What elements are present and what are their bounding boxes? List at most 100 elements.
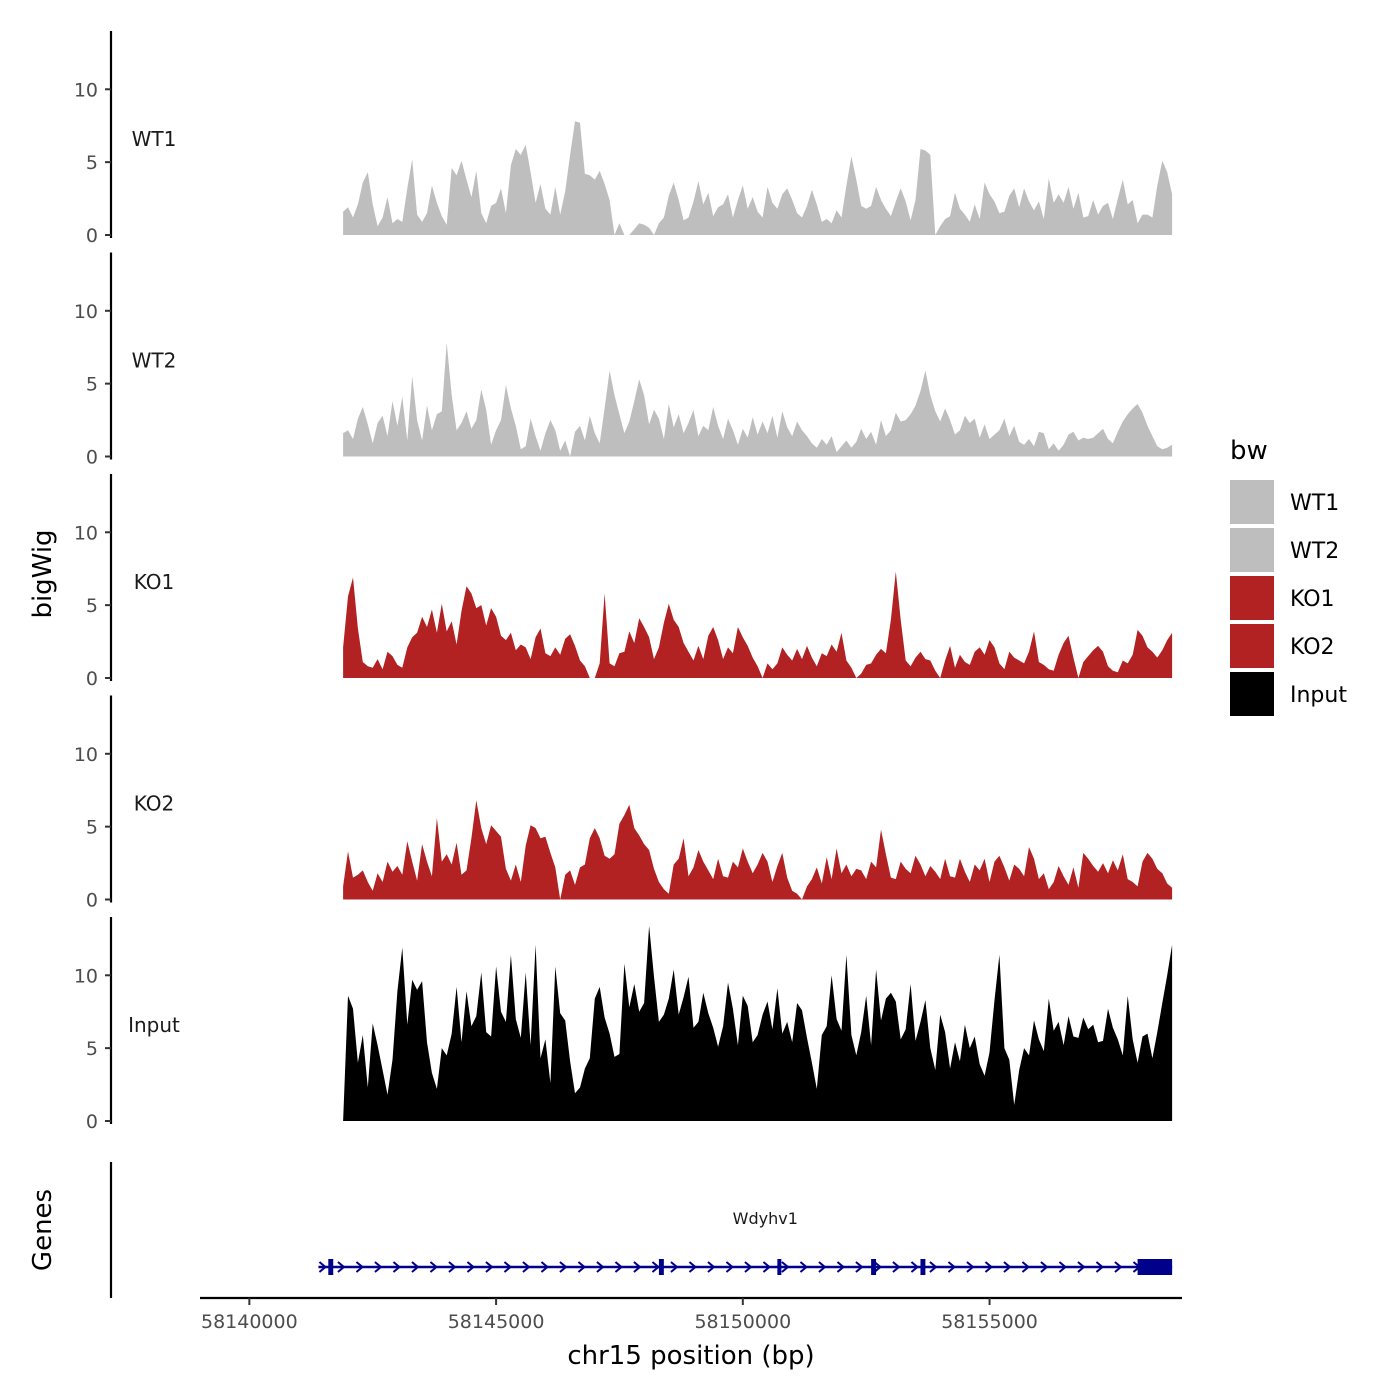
strand-arrow bbox=[503, 1261, 512, 1273]
coverage-area-wt1 bbox=[343, 121, 1173, 235]
genes-axis-title: Genes bbox=[28, 1189, 58, 1271]
exon bbox=[1137, 1259, 1173, 1275]
strand-arrow bbox=[1003, 1261, 1012, 1273]
y-tick-label: 10 bbox=[74, 301, 98, 323]
strand-arrow bbox=[707, 1261, 716, 1273]
strand-arrow bbox=[448, 1261, 457, 1273]
legend: bw WT1 WT2 KO1 KO2 Input bbox=[1230, 436, 1347, 716]
x-tick-label: 58140000 bbox=[201, 1311, 298, 1333]
exon bbox=[328, 1259, 334, 1275]
legend-label-ko1: KO1 bbox=[1290, 587, 1335, 612]
strand-arrow bbox=[725, 1261, 734, 1273]
coverage-area-ko1 bbox=[343, 571, 1173, 678]
strand-arrow bbox=[1040, 1261, 1049, 1273]
y-tick-label: 0 bbox=[86, 1111, 98, 1133]
strand-arrow bbox=[799, 1261, 808, 1273]
strand-arrow bbox=[929, 1261, 938, 1273]
legend-label-wt2: WT2 bbox=[1290, 539, 1339, 564]
strand-arrow bbox=[318, 1261, 327, 1273]
legend-label-wt1: WT1 bbox=[1290, 491, 1339, 516]
strand-arrow bbox=[466, 1261, 475, 1273]
legend-title: bw bbox=[1230, 436, 1268, 466]
genes-panel: Wdyhv1 bbox=[109, 1162, 1173, 1298]
strand-arrow bbox=[485, 1261, 494, 1273]
strand-arrow bbox=[429, 1261, 438, 1273]
y-axis-title: bigWig bbox=[28, 529, 58, 618]
strand-arrow bbox=[818, 1261, 827, 1273]
strand-arrow bbox=[688, 1261, 697, 1273]
strand-arrow bbox=[374, 1261, 383, 1273]
track-input: 0 5 10 Input bbox=[74, 917, 1173, 1133]
strand-arrow bbox=[540, 1261, 549, 1273]
strand-arrow bbox=[781, 1261, 790, 1273]
track-ko1: 0 5 10 KO1 bbox=[74, 474, 1173, 690]
track-ko2: 0 5 10 KO2 bbox=[74, 695, 1173, 912]
gene-label: Wdyhv1 bbox=[733, 1209, 798, 1228]
y-tick-label: 5 bbox=[86, 152, 98, 174]
y-tick-label: 5 bbox=[86, 595, 98, 617]
y-tick-label: 0 bbox=[86, 668, 98, 690]
strand-arrow bbox=[910, 1261, 919, 1273]
strand-arrow bbox=[577, 1261, 586, 1273]
strand-arrow bbox=[873, 1261, 882, 1273]
legend-swatch-ko2 bbox=[1230, 624, 1274, 668]
y-tick-label: 10 bbox=[74, 522, 98, 544]
legend-label-input: Input bbox=[1290, 683, 1347, 708]
y-tick-label: 5 bbox=[86, 374, 98, 396]
track-label-wt2: WT2 bbox=[132, 348, 177, 372]
strand-arrow bbox=[559, 1261, 568, 1273]
exon bbox=[871, 1259, 877, 1275]
track-label-wt1: WT1 bbox=[132, 127, 177, 151]
y-tick-label: 5 bbox=[86, 1038, 98, 1060]
x-tick-label: 58145000 bbox=[448, 1311, 545, 1333]
strand-arrow bbox=[614, 1261, 623, 1273]
exon bbox=[658, 1259, 664, 1275]
strand-arrow bbox=[836, 1261, 845, 1273]
x-axis: 58140000 58145000 58150000 58155000 bbox=[200, 1296, 1182, 1333]
x-tick-label: 58150000 bbox=[694, 1311, 791, 1333]
strand-arrow bbox=[892, 1261, 901, 1273]
coverage-area-wt2 bbox=[343, 342, 1173, 457]
strand-arrow bbox=[651, 1261, 660, 1273]
legend-swatch-wt1 bbox=[1230, 480, 1274, 524]
track-label-ko2: KO2 bbox=[134, 791, 175, 815]
strand-arrow bbox=[966, 1261, 975, 1273]
strand-arrow bbox=[355, 1261, 364, 1273]
y-tick-label: 0 bbox=[86, 447, 98, 469]
strand-arrow bbox=[596, 1261, 605, 1273]
strand-arrow bbox=[855, 1261, 864, 1273]
strand-arrow bbox=[1077, 1261, 1086, 1273]
x-tick-label: 58155000 bbox=[941, 1311, 1038, 1333]
legend-label-ko2: KO2 bbox=[1290, 635, 1335, 660]
exon bbox=[920, 1259, 926, 1275]
strand-arrow bbox=[762, 1261, 771, 1273]
track-wt1: 0 5 10 WT1 bbox=[74, 31, 1173, 247]
exon bbox=[777, 1259, 782, 1275]
strand-arrow bbox=[633, 1261, 642, 1273]
y-tick-label: 10 bbox=[74, 79, 98, 101]
strand-arrow bbox=[392, 1261, 401, 1273]
y-tick-label: 10 bbox=[74, 965, 98, 987]
strand-arrow bbox=[411, 1261, 420, 1273]
coverage-area-ko2 bbox=[343, 800, 1173, 900]
strand-arrow bbox=[947, 1261, 956, 1273]
y-tick-label: 0 bbox=[86, 225, 98, 247]
strand-arrow bbox=[744, 1261, 753, 1273]
strand-arrow bbox=[337, 1261, 346, 1273]
track-panels: 0 5 10 WT1 0 5 10 WT2 0 5 10 KO1 0 5 10 KO2 0 5 10 Input bbox=[74, 31, 1173, 1133]
strand-arrow bbox=[1095, 1261, 1104, 1273]
track-label-ko1: KO1 bbox=[134, 570, 175, 594]
x-axis-title: chr15 position (bp) bbox=[567, 1341, 814, 1371]
legend-swatch-input bbox=[1230, 672, 1274, 716]
strand-arrow bbox=[984, 1261, 993, 1273]
strand-arrow bbox=[522, 1261, 531, 1273]
y-tick-label: 5 bbox=[86, 817, 98, 839]
strand-arrow bbox=[1058, 1261, 1067, 1273]
strand-arrow bbox=[1114, 1261, 1123, 1273]
y-tick-label: 0 bbox=[86, 890, 98, 912]
y-tick-label: 10 bbox=[74, 744, 98, 766]
coverage-area-input bbox=[343, 925, 1173, 1121]
legend-swatch-wt2 bbox=[1230, 528, 1274, 572]
track-label-input: Input bbox=[128, 1013, 180, 1037]
